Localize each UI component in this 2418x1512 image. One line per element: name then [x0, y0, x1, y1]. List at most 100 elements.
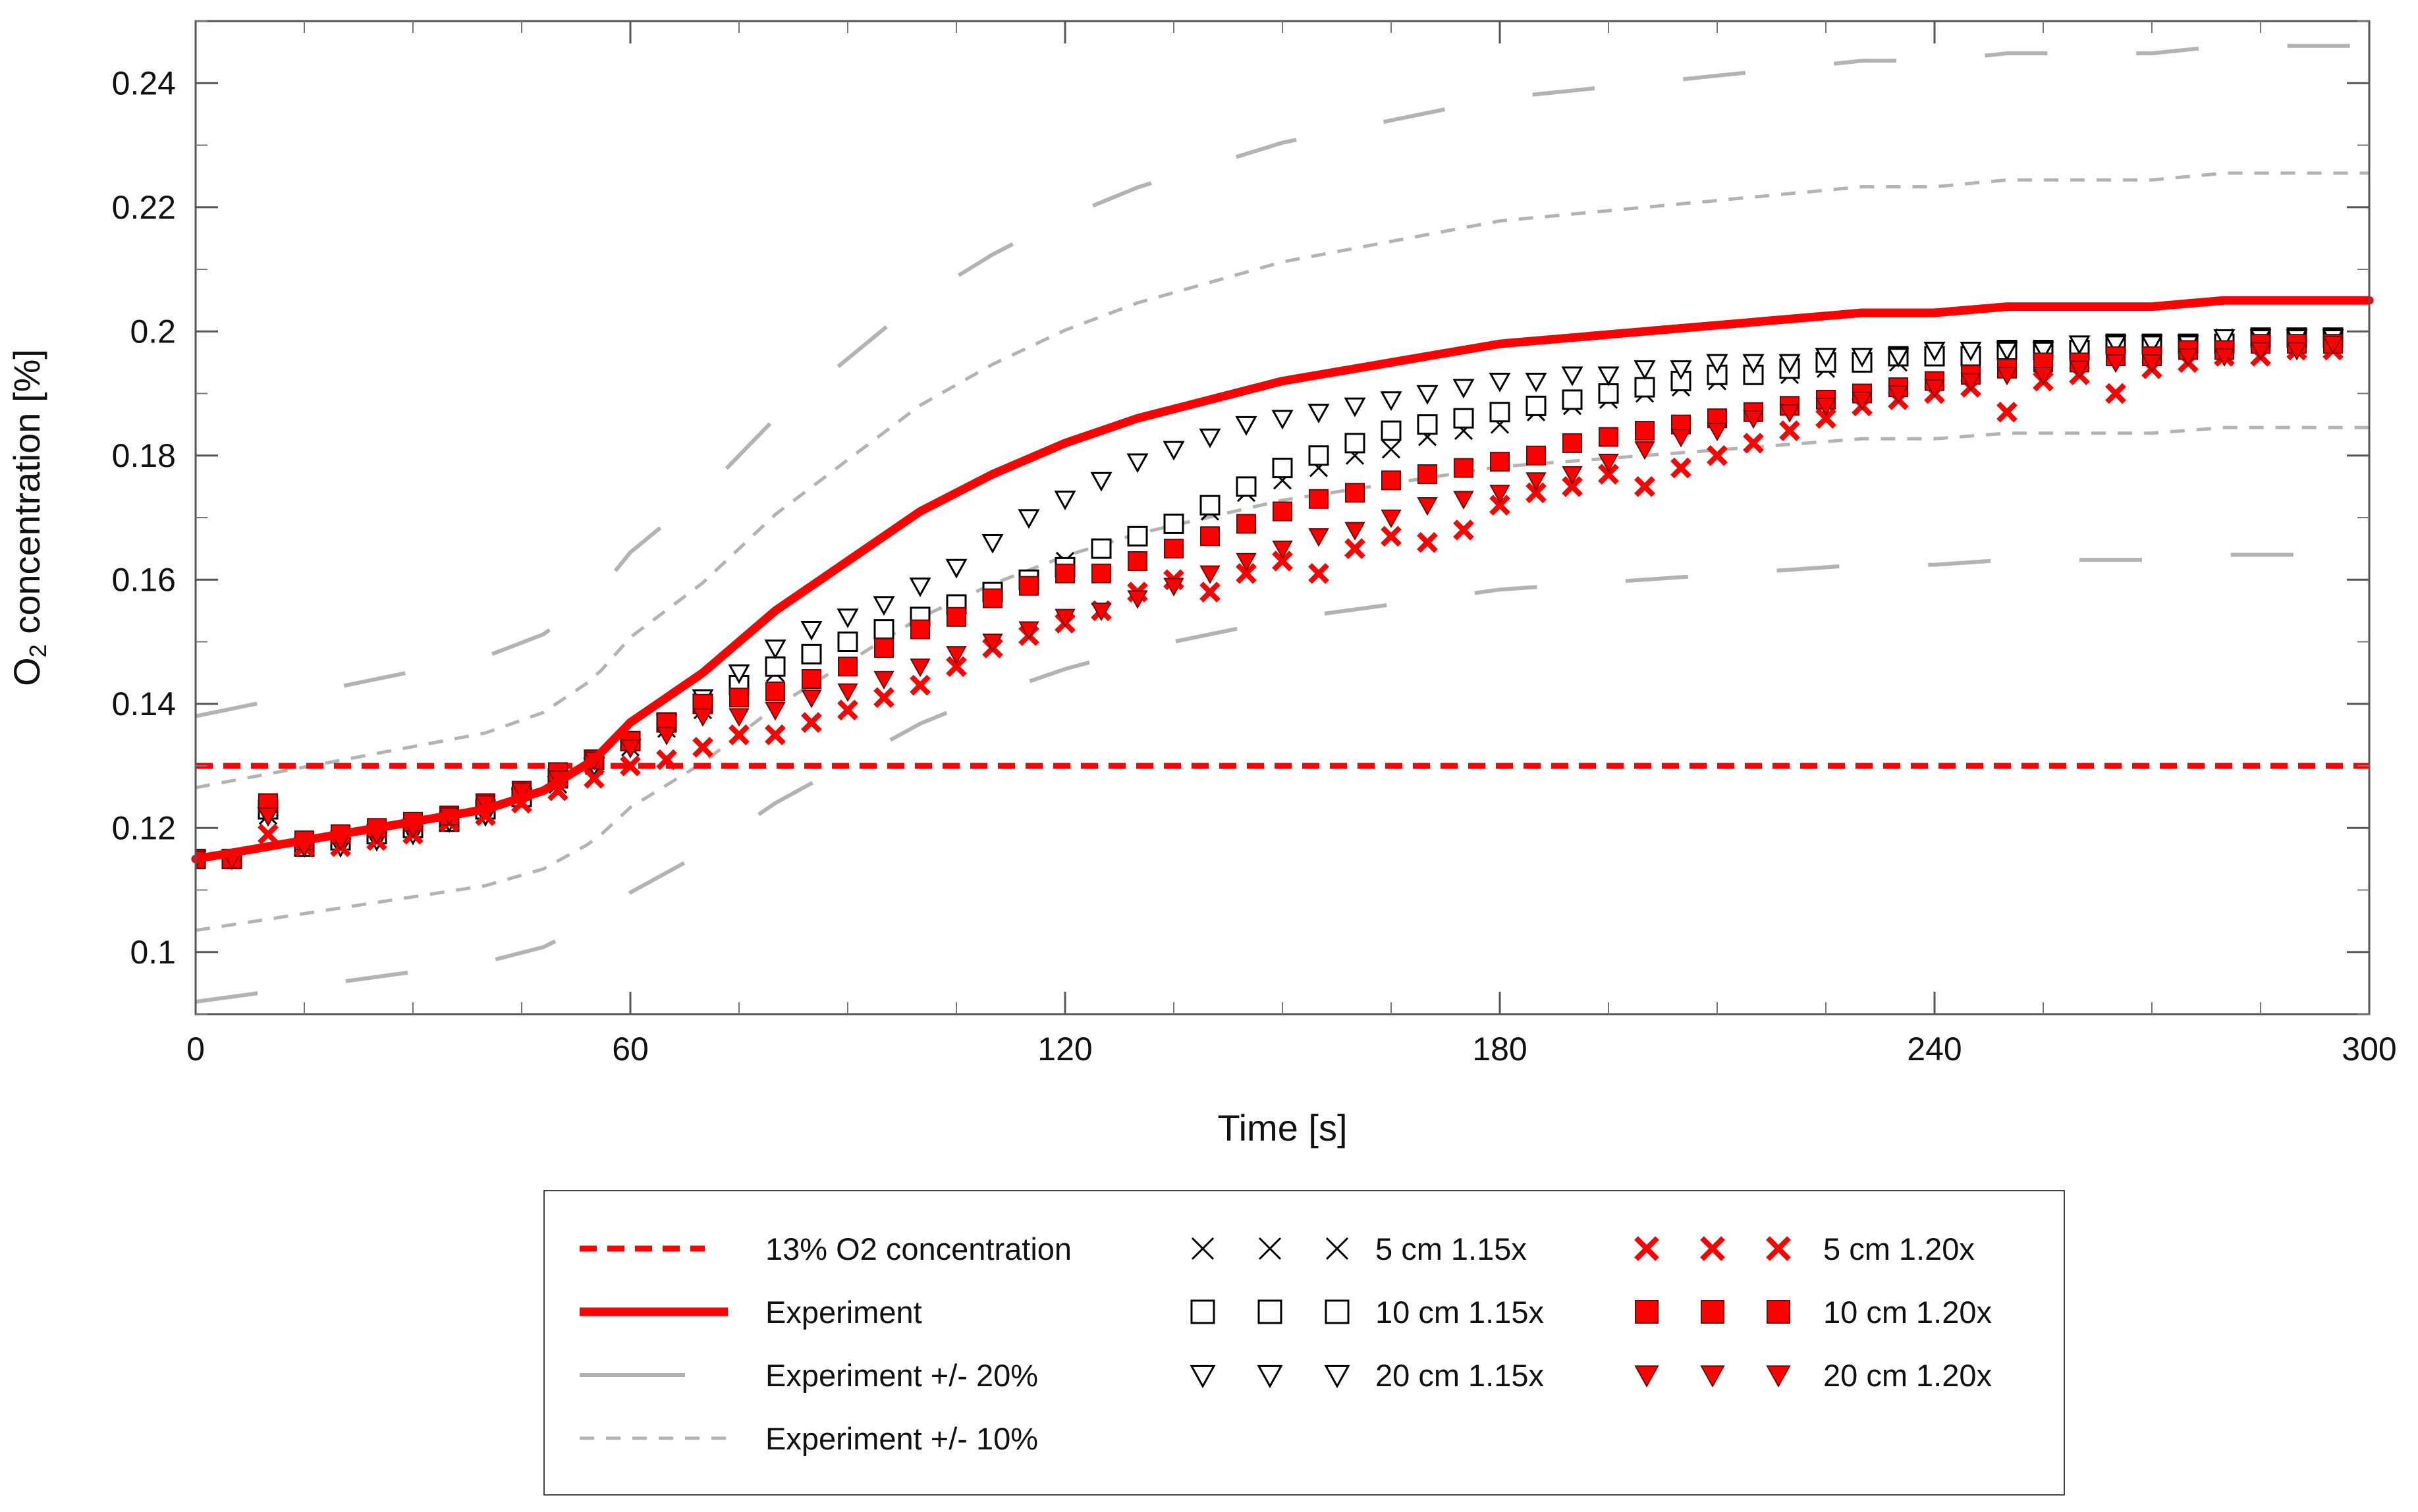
data-point	[1344, 433, 1365, 454]
data-point	[1090, 472, 1113, 492]
series-5-cm-1-15x	[196, 328, 2343, 869]
legend-label-series: 10 cm 1.15x	[1375, 1295, 1544, 1330]
data-point	[1091, 603, 1112, 622]
data-point	[2069, 360, 2090, 379]
data-point	[1707, 422, 1728, 442]
data-point	[873, 687, 894, 709]
data-point	[837, 699, 858, 721]
legend-marker	[1766, 1236, 1791, 1261]
legend-marker	[1701, 1300, 1724, 1324]
data-point	[620, 755, 641, 776]
data-point	[1525, 395, 1547, 416]
y-tick-label: 0.14	[112, 686, 176, 722]
legend: 13% O2 concentration Experiment Experiment…	[543, 1190, 2065, 1496]
band-minus-20-line	[196, 553, 2369, 1004]
data-point	[2250, 342, 2271, 361]
data-point	[1852, 391, 1873, 410]
data-point	[1526, 445, 1546, 466]
data-point	[1924, 379, 1945, 398]
data-point	[2105, 354, 2126, 373]
data-point	[1706, 354, 1728, 374]
data-point	[1525, 472, 1547, 491]
data-point	[2213, 329, 2236, 349]
data-point	[873, 670, 894, 690]
data-point	[1489, 372, 1511, 392]
data-point	[837, 683, 858, 702]
data-point	[692, 708, 713, 727]
data-point	[1960, 373, 1981, 392]
legend-marker	[1325, 1299, 1350, 1324]
data-point	[1381, 420, 1402, 441]
data-point	[909, 577, 931, 597]
data-point	[1490, 452, 1510, 472]
data-point	[910, 659, 931, 678]
data-point	[873, 619, 894, 640]
data-point	[1417, 464, 1437, 485]
data-point	[1236, 476, 1257, 497]
data-point	[947, 607, 966, 627]
x-tick-label: 300	[2342, 1031, 2396, 1067]
data-point	[2104, 335, 2127, 356]
data-point	[1598, 464, 1619, 485]
data-point	[764, 639, 786, 660]
data-point	[981, 534, 1004, 554]
data-point	[584, 768, 605, 789]
data-point	[837, 632, 858, 652]
data-point	[982, 634, 1003, 653]
data-point	[1670, 457, 1691, 479]
data-point	[1164, 539, 1184, 559]
data-point	[1815, 398, 1836, 417]
data-point	[728, 724, 750, 745]
data-point	[1996, 401, 2018, 423]
data-point	[258, 807, 279, 826]
data-point	[1381, 470, 1401, 491]
y-tick-label: 0.24	[112, 65, 176, 101]
experiment-line	[191, 296, 2374, 863]
x-tick-label: 60	[612, 1031, 649, 1067]
y-tick-label: 0.16	[112, 561, 176, 598]
data-point	[1670, 360, 1692, 380]
data-point	[1091, 538, 1112, 559]
y-axis-title-rest: concentration [%]	[6, 349, 47, 644]
data-point	[1887, 348, 1910, 368]
legend-marker	[1190, 1364, 1216, 1389]
legend-marker	[1325, 1237, 1349, 1260]
y-axis: 0.1 0.12 0.14 0.16 0.18 0.2 0.22 0.24	[112, 20, 2369, 1015]
x-axis: 0 60 120 180 240 300	[186, 21, 2397, 1067]
data-point	[1126, 453, 1149, 473]
data-point	[1199, 428, 1221, 448]
x-tick-label: 180	[1472, 1031, 1527, 1067]
legend-marker	[1191, 1237, 1215, 1260]
legend-label-reference: 13% O2 concentration	[765, 1231, 1072, 1266]
data-point	[1453, 520, 1474, 541]
x-axis-title: Time [s]	[1217, 1107, 1347, 1148]
series-20-cm-1-15x	[196, 329, 2344, 871]
legend-label-experiment: Experiment	[765, 1295, 922, 1330]
legend-marker	[1257, 1299, 1282, 1324]
data-point	[1236, 553, 1257, 572]
data-point	[1670, 429, 1691, 448]
y-axis-title-o: O	[6, 657, 47, 686]
data-point	[2178, 348, 2199, 367]
data-point	[1127, 526, 1148, 547]
data-point	[656, 726, 677, 745]
data-point	[1597, 366, 1620, 387]
legend-marker	[1634, 1365, 1659, 1388]
data-point	[1599, 427, 1618, 447]
legend-marker	[1190, 1299, 1215, 1324]
data-point	[1308, 445, 1329, 466]
data-point	[1127, 590, 1148, 609]
data-point	[1960, 341, 1982, 362]
data-point	[1308, 562, 1329, 584]
data-point	[1562, 476, 1583, 497]
data-point	[1163, 578, 1184, 597]
band-plus-20-line	[196, 43, 2369, 718]
data-point	[1199, 565, 1221, 584]
data-point	[1743, 433, 1764, 454]
data-point	[1199, 495, 1221, 516]
data-point	[1562, 433, 1582, 453]
data-point	[1525, 372, 1547, 392]
band-plus-10-line	[196, 171, 2369, 790]
